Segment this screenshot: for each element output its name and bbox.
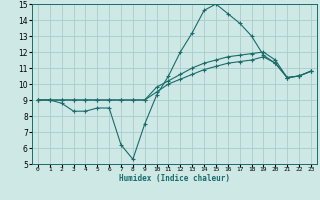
X-axis label: Humidex (Indice chaleur): Humidex (Indice chaleur) [119, 174, 230, 183]
